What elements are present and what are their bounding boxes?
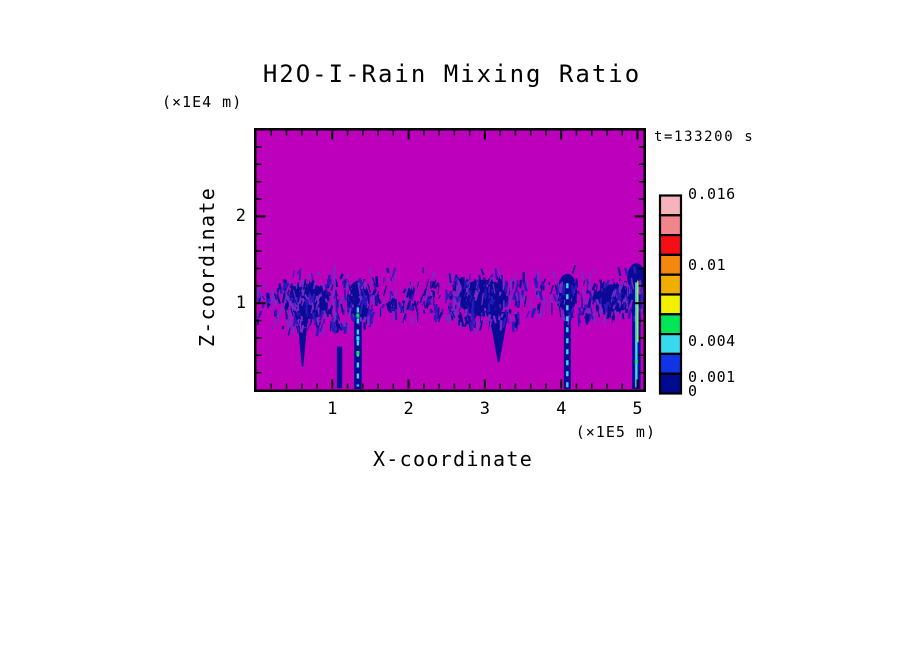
colorbar-label: 0.01 xyxy=(688,255,727,274)
x-axis-unit: (×1E5 m) xyxy=(575,423,656,441)
chart-title: H2O-I-Rain Mixing Ratio xyxy=(262,60,642,88)
colorbar-segment xyxy=(658,253,683,276)
colorbar-label: 0.004 xyxy=(688,332,736,351)
x-tick-label: 3 xyxy=(479,399,491,419)
colorbar-segment xyxy=(658,372,683,395)
colorbar-segment xyxy=(658,233,683,256)
colorbar-label: 0.016 xyxy=(688,185,736,204)
colorbar-label: 0 xyxy=(688,381,698,400)
colorbar-segment xyxy=(658,293,683,316)
y-axis-label: Z-coordinate xyxy=(195,186,219,348)
colorbar-label: 0.001 xyxy=(688,368,736,387)
heatmap-plot xyxy=(254,128,646,392)
x-tick-label: 1 xyxy=(327,399,338,419)
x-tick-label: 4 xyxy=(556,399,567,419)
x-tick-label: 2 xyxy=(403,399,414,419)
x-tick-label: 5 xyxy=(632,399,643,419)
rain-field xyxy=(256,263,644,389)
colorbar-segment xyxy=(658,214,683,237)
y-tick-label: 2 xyxy=(235,206,246,227)
colorbar-segment xyxy=(658,313,683,336)
x-axis-label: X-coordinate xyxy=(372,447,534,471)
colorbar-segment xyxy=(658,352,683,375)
colorbar-segment xyxy=(658,333,683,356)
colorbar-segment xyxy=(658,194,683,217)
colorbar xyxy=(658,194,683,395)
timestamp: t=133200 s xyxy=(654,129,755,145)
y-tick-label: 1 xyxy=(235,293,246,314)
colorbar-segment xyxy=(658,273,683,296)
y-axis-unit: (×1E4 m) xyxy=(162,93,243,111)
plot-frame xyxy=(254,128,646,392)
